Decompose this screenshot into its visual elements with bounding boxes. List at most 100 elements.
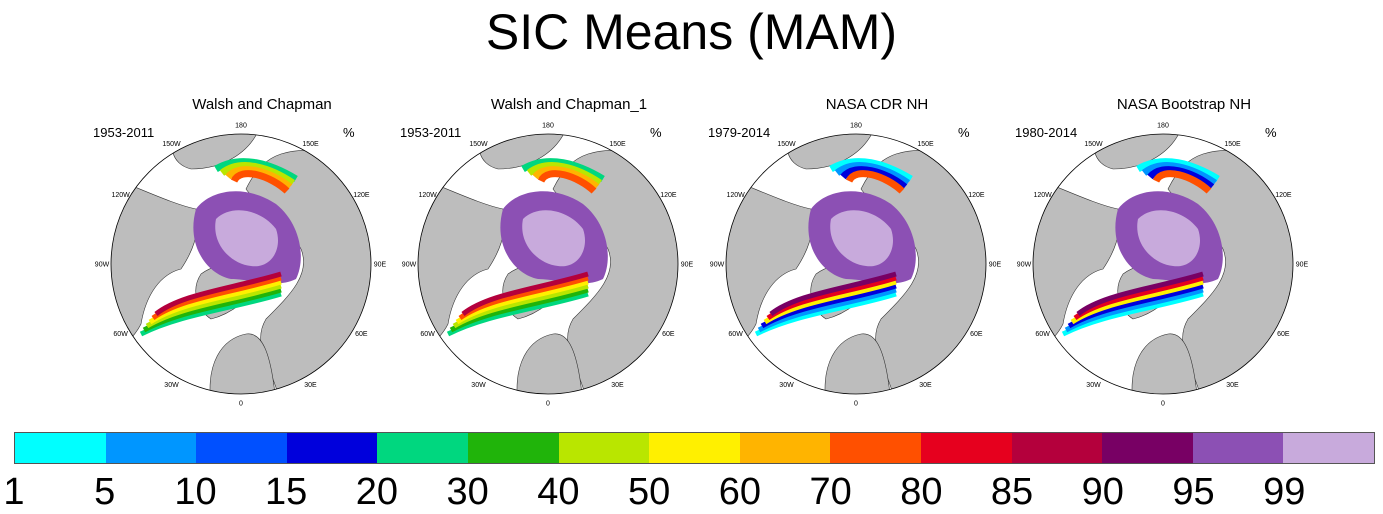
map-panel: Walsh and Chapman 1953-2011% 180 150E 120E 90… <box>93 92 417 412</box>
ice-edge-band <box>142 287 282 333</box>
longitude-label: 120W <box>1033 192 1052 199</box>
colorbar-bin <box>196 433 287 463</box>
longitude-label: 30W <box>471 382 486 389</box>
longitude-label: 0 <box>1161 401 1165 408</box>
longitude-label: 30W <box>164 382 179 389</box>
ice-edge-band <box>461 271 589 316</box>
panel-title: Walsh and Chapman_1 <box>490 96 648 113</box>
longitude-label: 60W <box>728 331 743 338</box>
ice-edge-band <box>455 279 589 325</box>
ice-core <box>522 210 586 267</box>
colorbar <box>14 432 1375 464</box>
polar-map: 180 150E 120E 90E 60E 30E 0 30W 60W 90W 120W 150W <box>402 123 694 408</box>
colorbar-bin <box>15 433 106 463</box>
colorbar-bin <box>1283 433 1374 463</box>
ice-edge-band <box>521 158 605 183</box>
ice-edge-band <box>230 170 290 194</box>
page-title: SIC Means (MAM) <box>485 4 898 60</box>
longitude-label: 90E <box>681 262 694 269</box>
europe-land <box>516 333 584 394</box>
ice-edge-band <box>526 162 602 186</box>
panel-period: 1979-2014 <box>708 125 771 140</box>
polar-map: 180 150E 120E 90E 60E 30E 0 30W 60W 90W 120W 150W <box>1017 123 1309 408</box>
colorbar-label: 5 <box>94 471 116 513</box>
ice-edge-band <box>1064 287 1204 333</box>
ice-core <box>1137 210 1201 267</box>
longitude-label: 120W <box>726 192 745 199</box>
panel-period: 1980-2014 <box>1015 125 1078 140</box>
map-panel: NASA CDR NH 1979-2014% 180 150E 120E 90E 60E 30… <box>708 92 1032 412</box>
colorbar-bin <box>286 433 378 463</box>
colorbar-label: 1 <box>3 471 25 513</box>
ice-edge-band <box>537 170 597 194</box>
longitude-label: 180 <box>1157 123 1169 130</box>
longitude-label: 60E <box>1277 331 1290 338</box>
longitude-label: 30W <box>1086 382 1101 389</box>
ice-edge-band <box>754 291 897 337</box>
longitude-label: 30E <box>1226 382 1239 389</box>
europe-land <box>209 333 277 394</box>
longitude-label: 30W <box>779 382 794 389</box>
colorbar-bin <box>1011 433 1103 463</box>
colorbar-label: 50 <box>627 471 671 513</box>
colorbar-bin <box>558 433 650 463</box>
panel-title: NASA CDR NH <box>825 96 929 113</box>
longitude-label: 120W <box>418 192 437 199</box>
panel-units: % <box>958 125 970 140</box>
ice-edge-band <box>840 166 908 190</box>
colorbar-bin <box>377 433 468 463</box>
longitude-label: 120E <box>660 192 677 199</box>
colorbar-label: 20 <box>355 471 399 513</box>
colorbar-label: 60 <box>718 471 761 513</box>
longitude-label: 120E <box>353 192 370 199</box>
colorbar-bin <box>1102 433 1193 463</box>
ice-edge-band <box>1067 283 1204 329</box>
ice-edge-band <box>219 162 295 186</box>
longitude-label: 90E <box>1296 262 1309 269</box>
longitude-label: 150W <box>777 141 796 148</box>
longitude-label: 0 <box>854 401 858 408</box>
ice-edge-band <box>760 283 897 329</box>
map-border <box>725 133 987 395</box>
panel-period: 1953-2011 <box>93 125 155 140</box>
ice-edge-band <box>757 287 897 333</box>
ice-edge-band <box>532 166 600 190</box>
ice-edge-band <box>1147 166 1215 190</box>
map-border <box>1032 133 1294 395</box>
ice-edge-band <box>763 279 897 325</box>
longitude-label: 150W <box>469 141 488 148</box>
longitude-label: 90W <box>95 262 110 269</box>
longitude-label: 150E <box>1224 141 1241 148</box>
map-border <box>417 133 679 395</box>
ice-edge-band <box>1141 162 1217 186</box>
ice-edge-band <box>139 291 282 337</box>
longitude-label: 180 <box>235 123 247 130</box>
longitude-label: 150W <box>162 141 181 148</box>
longitude-label: 90E <box>989 262 1002 269</box>
colorbar-bin <box>739 433 831 463</box>
longitude-label: 60E <box>355 331 368 338</box>
ice-core <box>215 210 279 267</box>
polar-map: 180 150E 120E 90E 60E 30E 0 30W 60W 90W 120W 150W <box>710 123 1002 408</box>
colorbar-bin <box>1192 433 1284 463</box>
panel-title: Walsh and Chapman <box>192 96 332 113</box>
ice-edge-band <box>845 170 905 194</box>
ice-edge-band <box>1136 158 1220 183</box>
longitude-label: 150W <box>1084 141 1103 148</box>
ice-edge-band <box>145 283 282 329</box>
ice-edge-band <box>449 287 589 333</box>
ice-edge-band <box>1070 279 1204 325</box>
longitude-label: 180 <box>542 123 554 130</box>
longitude-label: 120W <box>111 192 130 199</box>
ice-core <box>830 210 894 267</box>
map-panel: NASA Bootstrap NH 1980-2014% 180 150E 120E 90… <box>1015 92 1339 412</box>
panel-units: % <box>1265 125 1277 140</box>
colorbar-label: 15 <box>265 471 308 513</box>
colorbar-label: 99 <box>1263 471 1306 513</box>
longitude-label: 150E <box>302 141 319 148</box>
longitude-label: 30E <box>304 382 317 389</box>
longitude-label: 60W <box>420 331 435 338</box>
panel-title: NASA Bootstrap NH <box>1116 96 1252 113</box>
colorbar-bin <box>649 433 740 463</box>
panel-units: % <box>650 125 662 140</box>
